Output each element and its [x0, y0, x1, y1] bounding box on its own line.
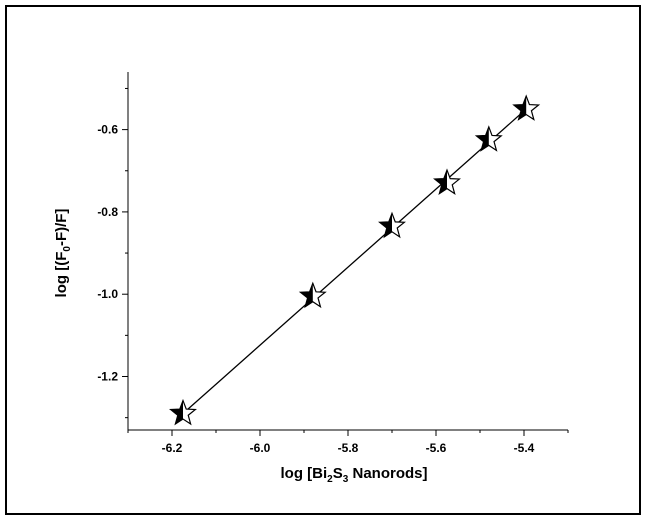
- star-marker-outline: [378, 211, 406, 239]
- x-title-sub: 2: [327, 474, 333, 485]
- star-marker-outline: [169, 398, 197, 426]
- x-tick-label: -5.6: [426, 441, 447, 455]
- axes: [127, 72, 568, 431]
- star-marker-outline: [298, 281, 327, 309]
- y-tick-label: -1.2: [97, 370, 118, 384]
- x-tick-label: -6.0: [250, 441, 271, 455]
- star-marker-outline: [433, 168, 461, 195]
- data-point: [474, 125, 503, 152]
- star-marker-fill: [513, 96, 527, 120]
- data-points: [169, 94, 541, 426]
- y-tick-label: -0.8: [97, 205, 118, 219]
- star-marker-fill: [476, 126, 489, 151]
- x-tick-label: -5.4: [514, 441, 535, 455]
- data-point: [512, 94, 541, 121]
- y-title-part: -F)/F]: [53, 209, 70, 246]
- data-point: [298, 281, 327, 309]
- y-ticks: -1.2 -1.0 -0.8 -0.6: [97, 87, 128, 419]
- y-title-sub: 0: [62, 246, 73, 252]
- fit-line: [182, 108, 527, 415]
- star-marker-fill: [300, 283, 313, 307]
- y-tick-label: -0.6: [97, 123, 118, 137]
- star-marker-fill: [434, 170, 447, 194]
- x-title-part: Nanorods]: [348, 465, 427, 482]
- x-title-part: S: [333, 465, 343, 482]
- y-axis-title: log [(F0-F)/F]: [53, 209, 73, 298]
- x-ticks: -6.2 -6.0 -5.8 -5.6 -5.4: [127, 430, 569, 455]
- data-point: [169, 398, 197, 426]
- data-point: [433, 168, 461, 195]
- y-title-part: log [(F: [53, 252, 70, 298]
- star-marker-outline: [512, 94, 541, 121]
- x-axis-title: log [Bi2S3 Nanorods]: [281, 465, 428, 485]
- data-point: [378, 211, 406, 239]
- star-marker-fill: [170, 400, 183, 425]
- x-title-part: log [Bi: [281, 465, 328, 482]
- y-tick-label: -1.0: [97, 287, 118, 301]
- x-title-sub: 3: [343, 474, 349, 485]
- x-tick-label: -6.2: [162, 441, 183, 455]
- x-tick-label: -5.8: [338, 441, 359, 455]
- star-marker-fill: [379, 213, 392, 237]
- star-marker-outline: [474, 125, 503, 152]
